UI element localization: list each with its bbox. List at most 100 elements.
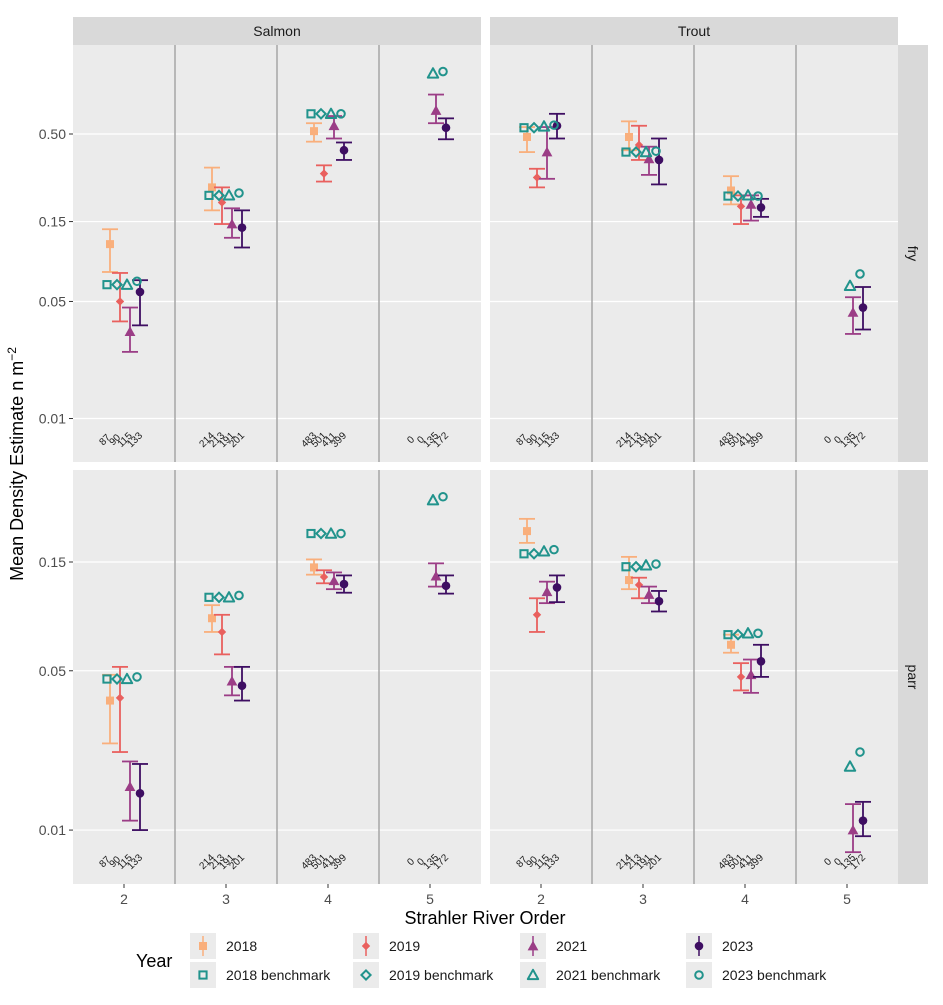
point-2021 [541,586,553,597]
benchmark-point-2018 [102,280,112,290]
benchmark-point-2019 [212,591,226,604]
point-2023 [756,657,766,666]
facet-strip-trout [490,17,898,45]
legend-key-triangle [527,940,539,951]
x-tick-label: 4 [741,891,749,907]
benchmark-point-2019 [212,189,226,202]
point-2023 [135,287,145,297]
point-2018 [727,640,735,649]
point-2018 [106,240,114,249]
point-2023 [441,123,451,133]
benchmark-point-2021 [120,278,134,290]
x-tick-label: 2 [537,891,545,907]
y-tick-label: 0.05 [39,293,66,309]
y-axis-title-main: Mean Density Estimate n m [7,361,27,581]
benchmark-point-2021 [222,189,236,201]
point-2023 [756,203,766,212]
benchmark-point-2019 [314,107,328,120]
legend-label: 2021 benchmark [556,967,661,983]
y-tick-label: 0.01 [39,822,66,838]
benchmark-point-2019 [731,628,745,641]
benchmark-point-2023 [336,528,346,539]
benchmark-point-2023 [234,590,244,601]
benchmark-point-2021 [843,760,857,772]
x-tick-label: 5 [843,891,851,907]
benchmark-point-2021 [537,545,551,557]
point-2021 [430,105,442,115]
benchmark-point-2021 [537,120,551,132]
point-2018 [523,132,531,141]
benchmark-point-2023 [651,559,661,569]
benchmark-point-2023 [753,628,763,639]
benchmark-point-2018 [204,190,214,200]
x-axis-title: Strahler River Order [404,908,565,928]
benchmark-point-2018 [723,191,733,201]
facet-label-trout: Trout [678,23,710,39]
benchmark-point-2019 [629,560,643,573]
benchmark-point-2023 [438,66,448,77]
point-2021 [124,326,136,337]
point-2018 [523,527,531,536]
y-tick-label: 0.01 [39,411,66,427]
point-2023 [858,303,868,312]
point-2019 [217,627,227,637]
legend-key-diamond [361,941,371,951]
point-2021 [430,570,442,581]
benchmark-point-2021 [639,559,653,571]
facet-label-parr: parr [905,665,921,690]
legend-key-square [199,942,207,950]
point-2021 [328,575,340,586]
benchmark-point-2023 [549,544,559,555]
point-2019 [736,202,746,211]
benchmark-point-2023 [549,120,559,130]
x-tick-label: 4 [324,891,332,907]
benchmark-point-2019 [110,278,124,291]
point-2021 [124,781,136,792]
point-2019 [319,572,329,582]
facet-strip-parr [898,470,928,884]
benchmark-point-2018 [306,109,316,119]
benchmark-point-2023 [855,269,865,279]
benchmark-point-2018 [723,630,733,640]
benchmark-point-2021 [426,67,440,79]
facet-strip-fry [898,45,928,462]
point-2018 [208,183,216,192]
point-2023 [654,596,664,606]
benchmark-point-2023 [132,672,142,682]
point-2023 [237,681,247,690]
point-2023 [339,579,349,589]
legend-label: 2018 [226,938,257,954]
point-2023 [552,583,562,592]
point-2021 [643,589,655,599]
benchmark-point-2021 [741,189,755,201]
point-2023 [441,581,451,591]
benchmark-point-2018 [306,528,316,539]
point-2018 [106,696,114,705]
legend-label: 2019 benchmark [389,967,494,983]
point-2021 [745,198,757,209]
benchmark-point-2019 [110,673,124,686]
point-2019 [736,672,746,682]
legend-key-bg [686,962,712,988]
benchmark-point-2018 [102,674,112,684]
benchmark-point-2019 [629,146,643,159]
legend-label: 2018 benchmark [226,967,331,983]
legend-key-triangle [526,968,540,981]
benchmark-point-2021 [324,107,338,119]
benchmark-point-2019 [527,547,541,560]
benchmark-point-2019 [527,121,541,134]
point-2021 [226,218,238,229]
benchmark-point-2023 [438,491,448,502]
y-tick-label: 0.05 [39,663,66,679]
legend-key-square [198,970,208,980]
benchmark-point-2023 [234,188,244,198]
legend-label: 2023 benchmark [722,967,827,983]
y-axis-title-superscript: −2 [5,347,19,361]
point-2018 [208,614,216,623]
benchmark-point-2019 [314,527,328,540]
x-tick-label: 5 [426,891,434,907]
